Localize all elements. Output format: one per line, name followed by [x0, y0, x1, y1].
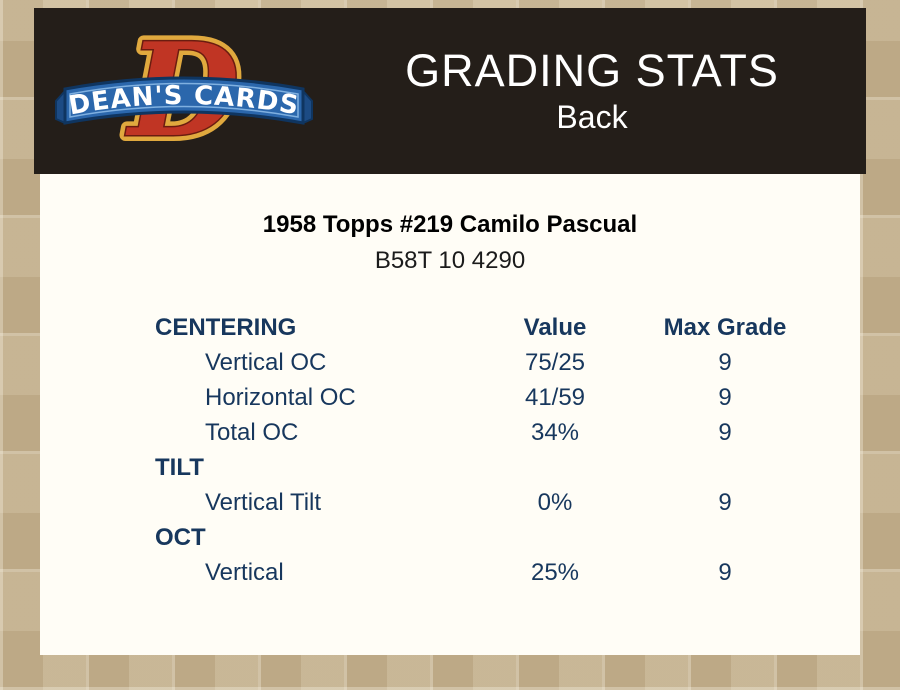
row-label: Total OC: [205, 418, 299, 446]
stats-panel: 1958 Topps #219 Camilo Pascual B58T 10 4…: [40, 174, 860, 655]
table-row: Vertical 25% 9: [155, 555, 795, 590]
table-section-row: TILT: [155, 450, 795, 485]
table-row: Total OC 34% 9: [155, 415, 795, 450]
row-max-grade: 9: [718, 418, 732, 446]
row-max-grade: 9: [718, 383, 732, 411]
table-row: Vertical Tilt 0% 9: [155, 485, 795, 520]
row-value: 25%: [530, 558, 580, 586]
column-header-centering: CENTERING: [155, 313, 297, 341]
card-title: 1958 Topps #219 Camilo Pascual: [262, 211, 638, 238]
page-title: GRADING STATS: [405, 45, 779, 96]
page-subtitle: Back: [556, 99, 628, 135]
table-row: Vertical OC 75/25 9: [155, 345, 795, 380]
row-label: Horizontal OC: [205, 383, 356, 411]
row-value: 41/59: [524, 383, 586, 411]
column-header-value: Value: [523, 313, 587, 341]
row-label: Vertical Tilt: [205, 488, 322, 516]
deans-cards-logo-svg: D D DEAN'S CARDS: [55, 15, 313, 167]
section-label: TILT: [155, 453, 204, 481]
table-header-row: CENTERING Value Max Grade: [155, 310, 795, 345]
logo-ribbon: [63, 76, 305, 125]
row-label: Vertical OC: [205, 348, 327, 376]
section-label: OCT: [155, 523, 206, 551]
deans-cards-logo: D D DEAN'S CARDS: [34, 15, 334, 167]
row-value: 75/25: [524, 348, 586, 376]
row-max-grade: 9: [718, 348, 732, 376]
column-header-max-grade: Max Grade: [663, 313, 787, 341]
row-max-grade: 9: [718, 488, 732, 516]
row-label: Vertical: [205, 558, 284, 586]
row-value: 0%: [537, 488, 573, 516]
header-bar: D D DEAN'S CARDS GRADING STATS Back: [34, 8, 866, 174]
card-id: B58T 10 4290: [374, 247, 526, 274]
grading-table: CENTERING Value Max Grade Vertical OC 75…: [155, 310, 795, 590]
row-value: 34%: [530, 418, 580, 446]
table-section-row: OCT: [155, 520, 795, 555]
row-max-grade: 9: [718, 558, 732, 586]
header-titles: GRADING STATS Back: [334, 46, 866, 136]
table-row: Horizontal OC 41/59 9: [155, 380, 795, 415]
logo-ribbon-trim: [69, 82, 299, 118]
